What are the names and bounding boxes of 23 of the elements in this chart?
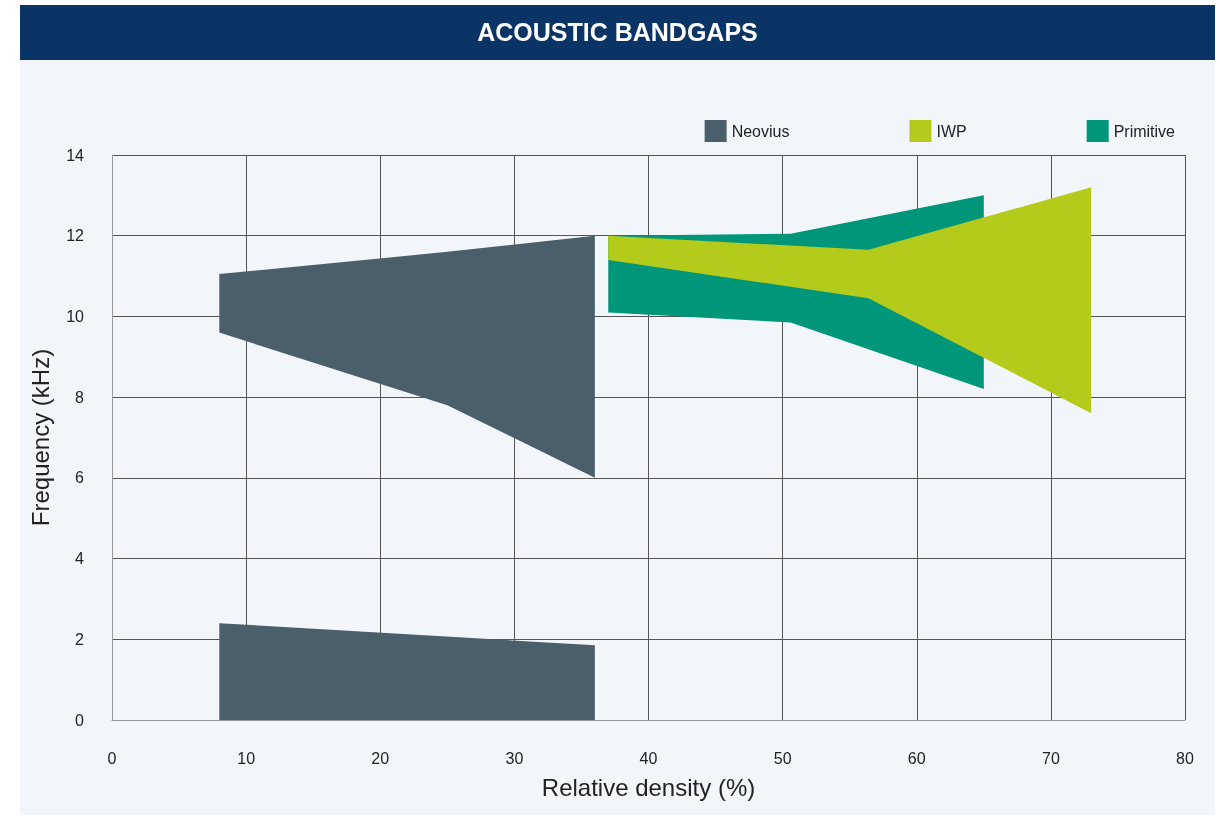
y-tick-label: 10	[66, 307, 85, 325]
x-tick-label: 80	[1176, 749, 1194, 767]
chart-title: ACOUSTIC BANDGAPS	[20, 5, 1215, 60]
y-tick-label: 6	[75, 469, 85, 487]
x-axis-title: Relative density (%)	[541, 773, 756, 801]
y-axis-title: Frequency (kHz)	[26, 348, 54, 527]
y-tick-label: 2	[75, 630, 85, 648]
x-tick-label: 60	[907, 749, 926, 767]
legend-label: IWP	[936, 122, 967, 140]
x-tick-label: 20	[371, 749, 390, 767]
x-tick-label: 70	[1041, 749, 1060, 767]
legend-label: Neovius	[731, 122, 790, 140]
x-tick-label: 0	[107, 749, 117, 767]
x-tick-label: 10	[237, 749, 256, 767]
x-tick-label: 40	[639, 749, 658, 767]
y-tick-label: 0	[75, 711, 85, 729]
y-tick-label: 12	[66, 227, 85, 245]
y-tick-label: 14	[66, 146, 85, 164]
legend-label: Primitive	[1113, 122, 1176, 140]
y-tick-label: 8	[75, 388, 85, 406]
x-tick-label: 50	[773, 749, 792, 767]
y-tick-label: 4	[75, 550, 85, 568]
x-tick-label: 30	[505, 749, 524, 767]
